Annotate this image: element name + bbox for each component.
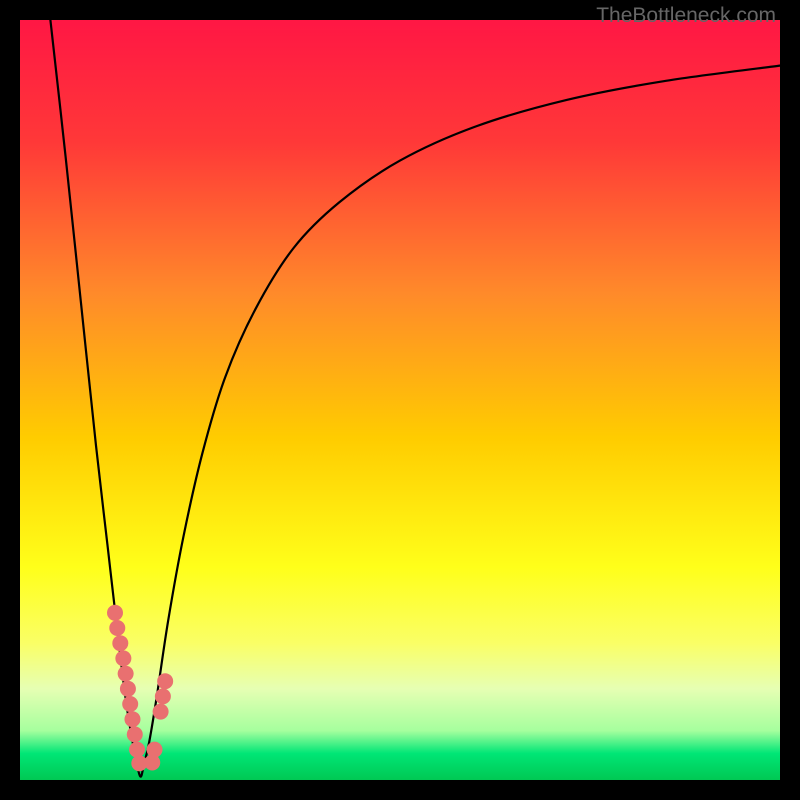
data-marker <box>147 742 163 758</box>
data-marker <box>127 726 143 742</box>
data-marker <box>122 696 138 712</box>
data-marker <box>118 666 134 682</box>
data-marker <box>124 711 140 727</box>
data-marker <box>129 742 145 758</box>
data-marker <box>109 620 125 636</box>
data-marker <box>120 681 136 697</box>
data-marker <box>155 688 171 704</box>
chart-background <box>20 20 780 780</box>
data-marker <box>153 704 169 720</box>
data-marker <box>107 605 123 621</box>
data-marker <box>157 673 173 689</box>
bottleneck-chart <box>0 0 800 800</box>
data-marker <box>115 650 131 666</box>
chart-root: TheBottleneck.com <box>0 0 800 800</box>
watermark-text: TheBottleneck.com <box>596 4 776 28</box>
data-marker <box>112 635 128 651</box>
